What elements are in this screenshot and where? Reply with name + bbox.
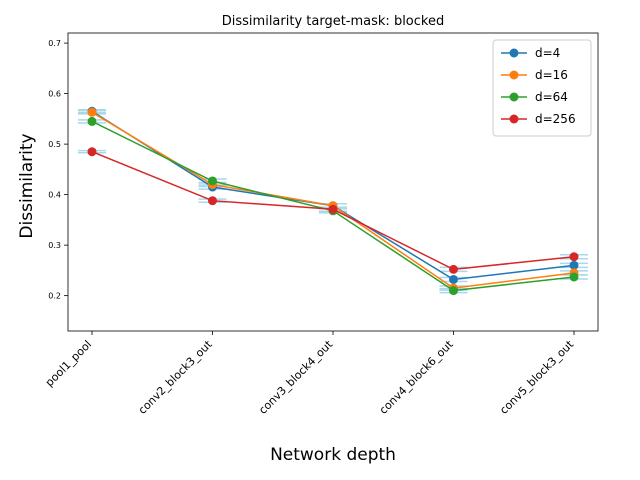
data-point: [87, 116, 97, 126]
legend-marker: [509, 48, 519, 58]
legend-label: d=16: [535, 68, 568, 82]
y-tick-label: 0.4: [48, 191, 61, 200]
chart-title: Dissimilarity target-mask: blocked: [222, 14, 444, 29]
data-point: [87, 147, 97, 157]
series-lines: [87, 106, 579, 296]
legend: d=4 d=16 d=64 d=256: [492, 39, 592, 137]
y-tick-label: 0.6: [48, 90, 61, 99]
y-tick-label: 0.2: [48, 292, 61, 301]
x-tick-label: conv5_block3_out: [497, 337, 576, 416]
y-tick-label: 0.5: [48, 140, 61, 149]
x-tick-label: conv4_block6_out: [377, 337, 456, 416]
legend-label: d=64: [535, 90, 568, 104]
data-point: [449, 286, 458, 296]
x-axis-label: Network depth: [270, 445, 396, 465]
x-axis: pool1_pool conv2_block3_out conv3_block4_o…: [43, 331, 577, 417]
x-tick-label: pool1_pool: [43, 338, 94, 389]
data-point: [208, 196, 217, 206]
data-point: [449, 274, 458, 284]
y-axis-label: Dissimilarity: [17, 133, 37, 238]
y-axis: 0.2 0.3 0.4 0.5 0.6 0.7: [48, 39, 68, 301]
legend-marker: [509, 70, 519, 80]
y-tick-label: 0.7: [48, 39, 61, 48]
data-point: [208, 176, 217, 186]
data-point: [569, 272, 579, 282]
legend-label: d=4: [535, 46, 560, 60]
y-tick-label: 0.3: [48, 241, 61, 250]
data-point: [328, 204, 338, 214]
data-point: [569, 252, 579, 262]
legend-label: d=256: [535, 112, 576, 126]
data-point: [87, 107, 97, 117]
data-point: [569, 260, 579, 270]
series-line: [91, 110, 575, 281]
legend-marker: [509, 92, 519, 102]
error-bars: [78, 109, 588, 294]
data-point: [449, 264, 458, 274]
legend-marker: [509, 114, 519, 124]
x-tick-label: conv2_block3_out: [136, 337, 215, 416]
legend-box: [492, 39, 592, 137]
x-tick-label: conv3_block4_out: [256, 337, 335, 416]
series-line: [91, 111, 575, 289]
